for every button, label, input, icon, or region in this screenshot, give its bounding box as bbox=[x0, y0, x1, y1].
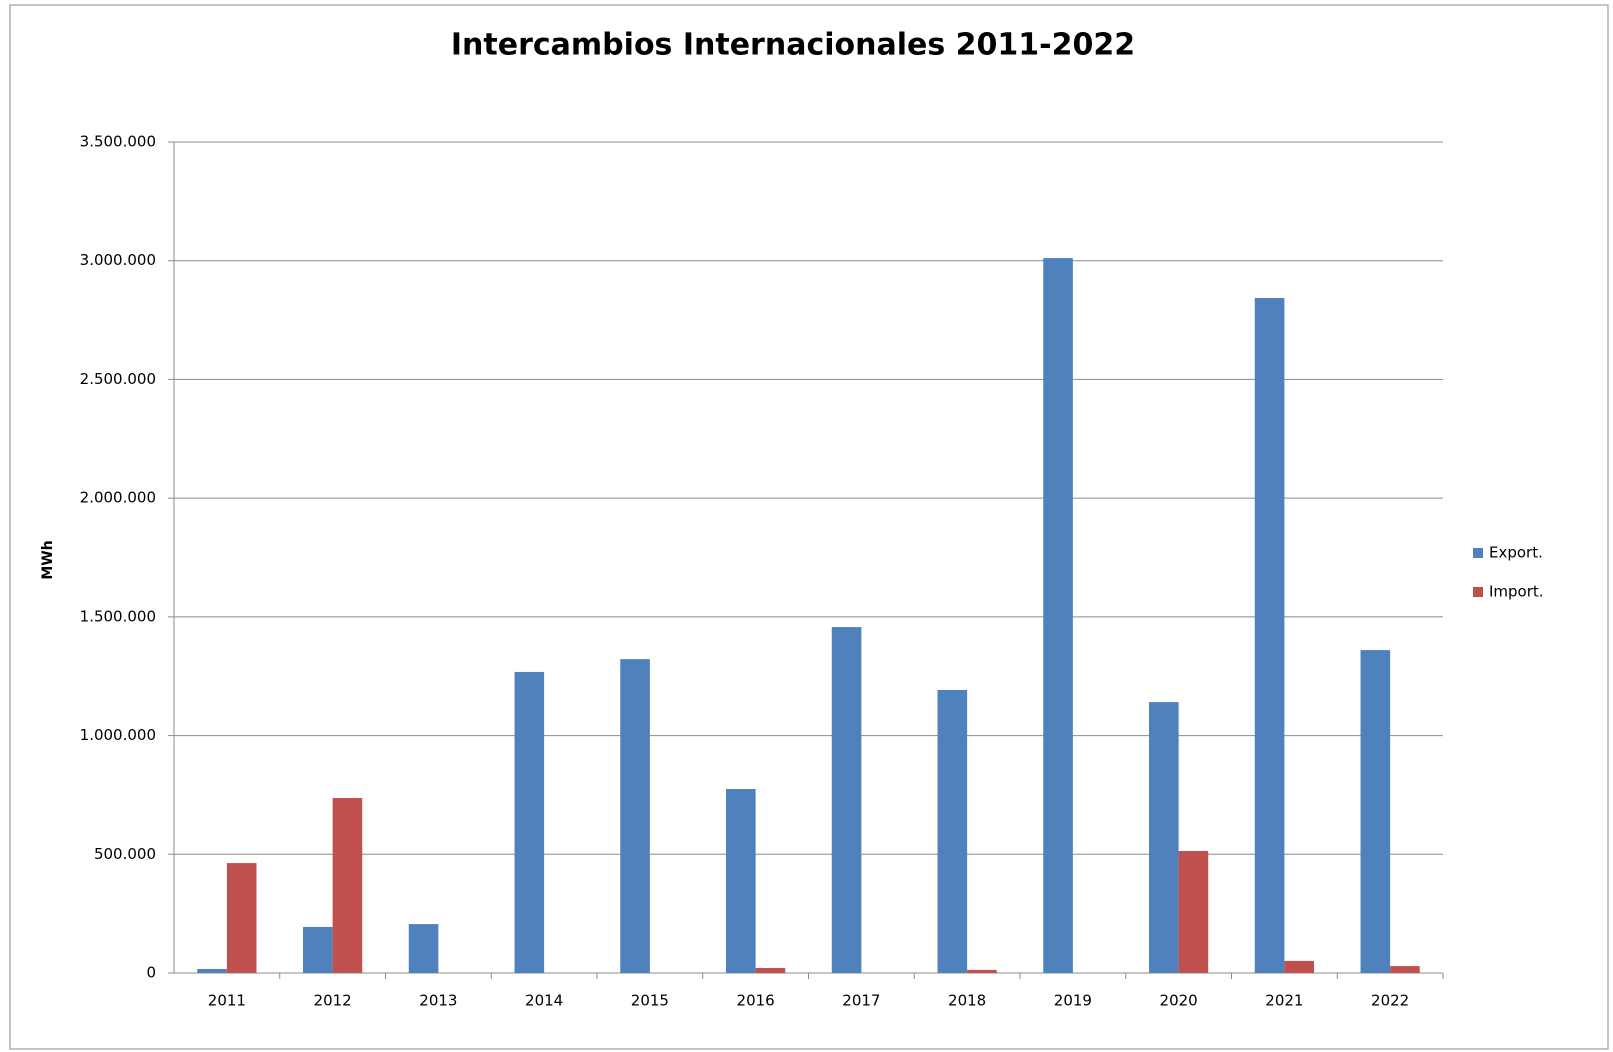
y-axis-label: MWh bbox=[40, 540, 56, 579]
x-tick-label: 2017 bbox=[842, 992, 880, 1010]
bar bbox=[755, 968, 786, 973]
y-tick-label: 1.000.000 bbox=[80, 726, 156, 744]
bar bbox=[726, 788, 756, 973]
bar bbox=[831, 627, 862, 973]
bar bbox=[937, 689, 968, 973]
y-tick-label: 3.500.000 bbox=[80, 133, 156, 151]
bar bbox=[1254, 297, 1285, 973]
y-tick-label: 0 bbox=[146, 964, 156, 982]
bar bbox=[1390, 966, 1420, 973]
x-tick-label: 2013 bbox=[419, 992, 457, 1010]
bar bbox=[1284, 960, 1314, 973]
x-tick-label: 2016 bbox=[737, 992, 775, 1010]
bar bbox=[1149, 702, 1179, 973]
bar bbox=[332, 798, 363, 973]
x-tick-label: 2021 bbox=[1265, 992, 1303, 1010]
y-tick-label: 3.000.000 bbox=[80, 251, 156, 269]
x-tick-label: 2011 bbox=[208, 992, 246, 1010]
x-tick-label: 2018 bbox=[948, 992, 986, 1010]
bar bbox=[408, 924, 439, 973]
bar bbox=[226, 863, 257, 973]
bar bbox=[514, 671, 545, 973]
bar bbox=[967, 969, 997, 973]
bar bbox=[1178, 850, 1209, 973]
chart-title: Intercambios Internacionales 2011-2022 bbox=[451, 28, 1135, 63]
x-tick-label: 2015 bbox=[631, 992, 669, 1010]
legend-label: Export. bbox=[1489, 544, 1543, 562]
y-tick-label: 2.000.000 bbox=[80, 489, 156, 507]
chart-frame bbox=[9, 4, 1609, 1050]
y-tick-label: 500.000 bbox=[94, 845, 156, 863]
y-tick-label: 2.500.000 bbox=[80, 370, 156, 388]
x-tick-label: 2020 bbox=[1160, 992, 1198, 1010]
x-tick-label: 2012 bbox=[314, 992, 352, 1010]
bar bbox=[197, 968, 227, 973]
y-tick-label: 1.500.000 bbox=[80, 607, 156, 625]
bar bbox=[620, 659, 650, 973]
x-tick-label: 2019 bbox=[1054, 992, 1092, 1010]
legend-swatch bbox=[1473, 587, 1483, 597]
bar bbox=[1043, 258, 1073, 974]
x-tick-label: 2022 bbox=[1371, 992, 1409, 1010]
bar bbox=[303, 926, 333, 973]
x-tick-label: 2014 bbox=[525, 992, 563, 1010]
bar bbox=[1360, 650, 1391, 973]
legend-swatch bbox=[1473, 548, 1483, 558]
legend-label: Import. bbox=[1489, 583, 1544, 601]
